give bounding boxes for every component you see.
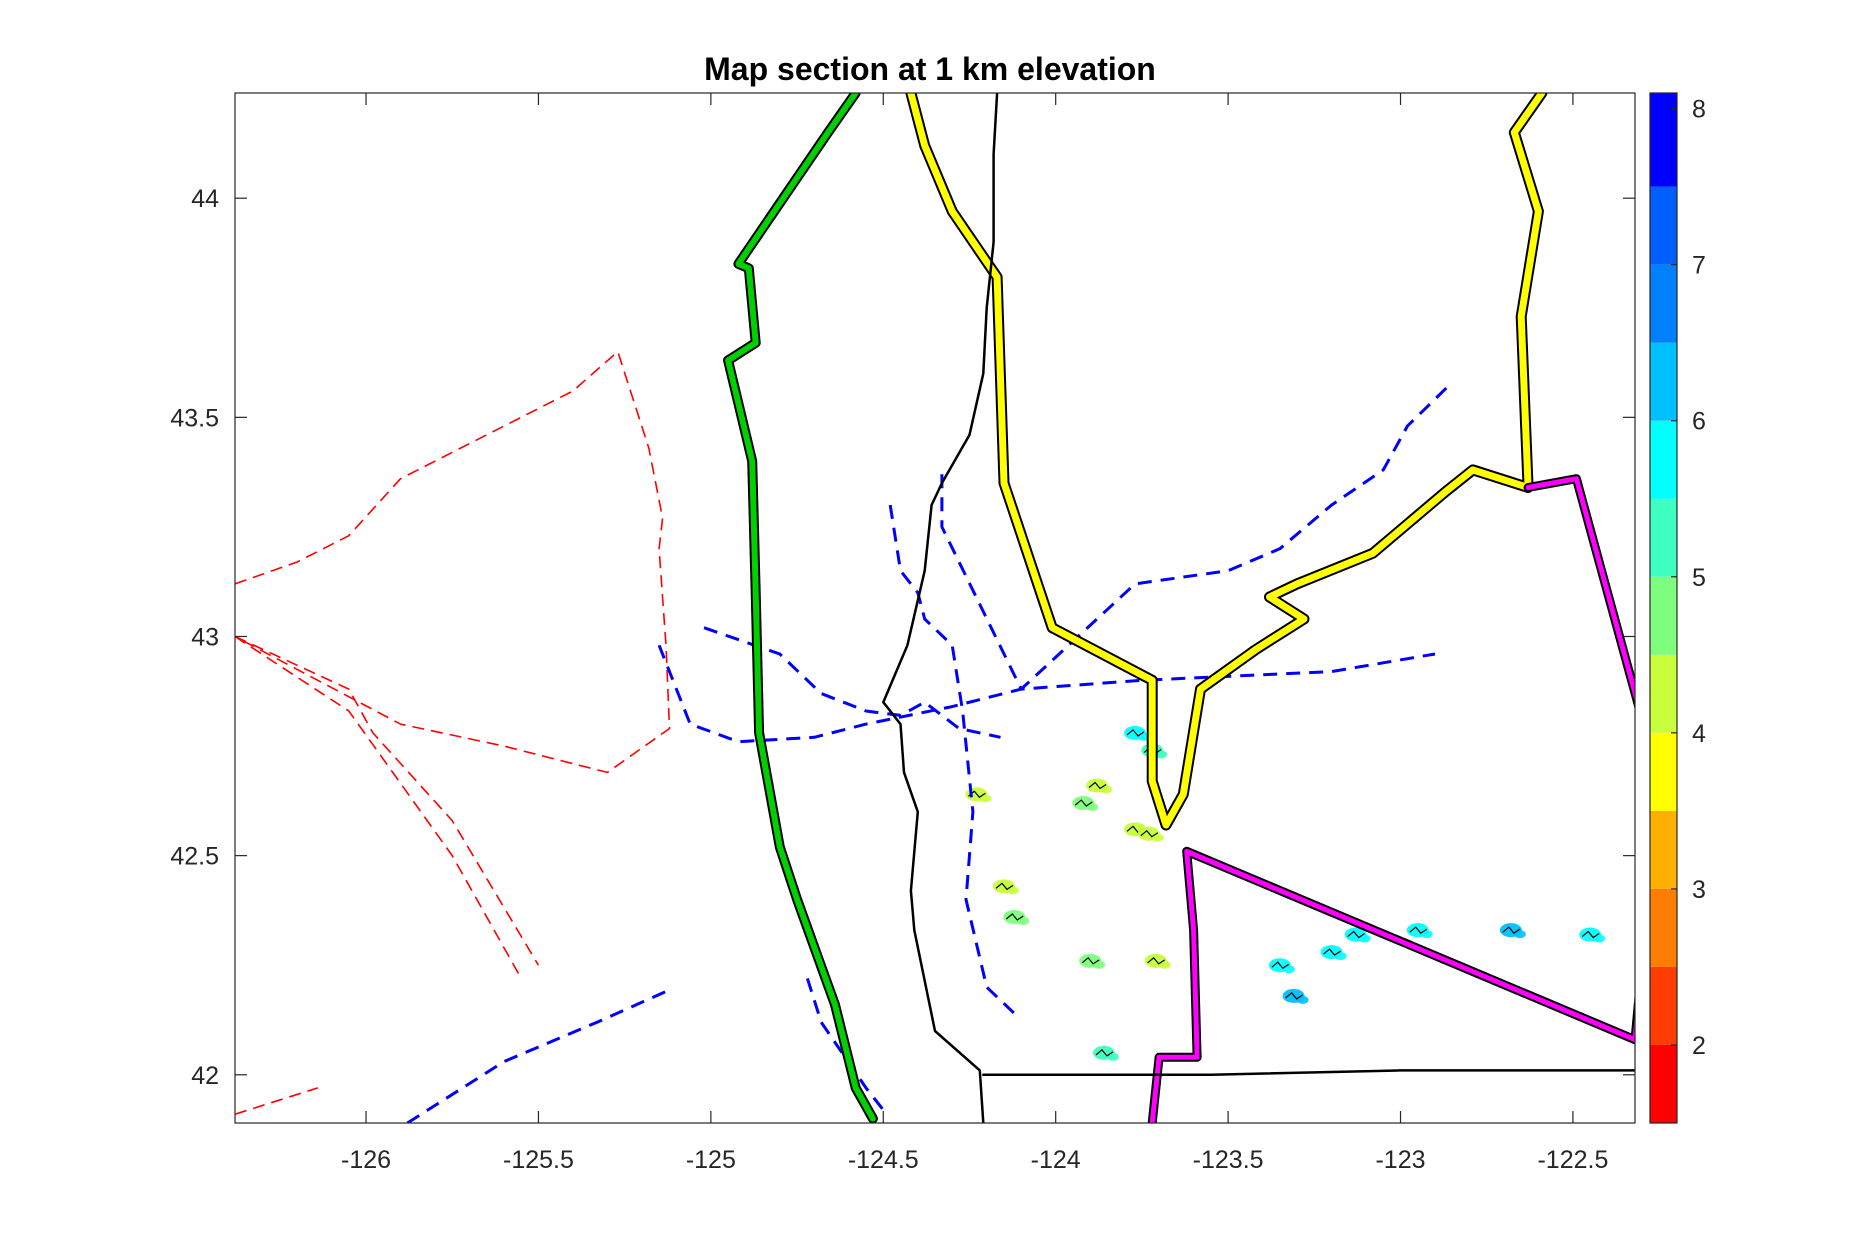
colorbar-band (1650, 420, 1677, 499)
y-tick-label: 42.5 (170, 843, 219, 871)
map-title: Map section at 1 km elevation (704, 51, 1156, 87)
map-content (235, 93, 1635, 1123)
red-dashed (235, 350, 671, 774)
velocity-patch (1344, 927, 1371, 943)
velocity-patch (1499, 923, 1526, 939)
axes-box (234, 92, 1636, 1124)
velocity-patch (1282, 988, 1309, 1004)
blue-dashed-5 (406, 990, 667, 1123)
y-tick-label: 43.5 (170, 404, 219, 432)
colorbar-band (1650, 732, 1677, 811)
blue-dashed-2 (703, 626, 1001, 739)
velocity-patch (1072, 796, 1099, 812)
velocity-patch (1137, 826, 1164, 842)
velocity-patch (1144, 953, 1171, 969)
velocity-patch (1124, 725, 1150, 741)
x-tick-label: -123 (1375, 1146, 1425, 1174)
velocity-patch (1003, 910, 1030, 925)
velocity-patch (1579, 927, 1606, 943)
black-line-2 (982, 1069, 1635, 1077)
blue-dashed-6 (805, 977, 885, 1111)
x-tick-label: -122.5 (1537, 1146, 1608, 1174)
colorbar-band (1650, 576, 1677, 655)
x-tick-label: -124 (1031, 1146, 1081, 1174)
yellow-line (905, 93, 1548, 831)
velocity-patches (965, 725, 1606, 1061)
y-tick-label: 44 (191, 185, 219, 213)
colorbar-tick-label: 6 (1692, 408, 1706, 436)
colorbar-tick-label: 2 (1692, 1032, 1706, 1060)
colorbar-band (1650, 342, 1677, 421)
x-tick-label: -126 (341, 1146, 391, 1174)
black-line (882, 93, 999, 1123)
velocity-patch (992, 879, 1019, 895)
magenta-line (1147, 474, 1635, 1123)
velocity-patch (1320, 945, 1347, 961)
velocity-patch (1268, 958, 1295, 974)
colorbar-band (1650, 654, 1677, 733)
velocity-patch (1079, 953, 1106, 969)
colorbar-tick-label: 8 (1692, 96, 1706, 124)
colorbar-tick-label: 7 (1692, 252, 1706, 280)
colorbar-tick-label: 3 (1692, 876, 1706, 904)
colorbar-band (1650, 186, 1677, 265)
x-tick-label: -123.5 (1193, 1146, 1264, 1174)
colorbar-box (1649, 92, 1678, 1124)
velocity-patch (1092, 1045, 1119, 1061)
velocity-patch (1406, 923, 1433, 939)
colorbar-band (1650, 966, 1677, 1045)
x-tick-label: -125 (686, 1146, 736, 1174)
red-dashed-2 (235, 635, 540, 966)
colorbar-band (1650, 498, 1677, 577)
colorbar-tick-label: 4 (1692, 720, 1706, 748)
colorbar-band (1650, 93, 1677, 187)
colorbar-band (1650, 810, 1677, 889)
colorbar-band (1650, 264, 1677, 343)
colorbar-tick-label: 5 (1692, 564, 1706, 592)
colorbar: 2 3 4 5 6 7 8 (1649, 92, 1706, 1124)
red-dashed-3 (235, 635, 522, 979)
green-line (723, 93, 878, 1123)
velocity-patch (1086, 778, 1113, 794)
map-plot-area: -126 -125.5 -125 -124.5 -124 -123.5 -123 -122.5… (170, 92, 1636, 1174)
y-tick-label: 43 (191, 623, 219, 651)
y-tick-label: 42 (191, 1062, 219, 1090)
x-tick-label: -124.5 (848, 1146, 919, 1174)
blue-dashed-3 (888, 504, 1016, 1015)
colorbar-band (1650, 1044, 1677, 1123)
red-dashed-4 (235, 1087, 319, 1115)
colorbar-band (1650, 888, 1677, 967)
blue-dashed-4 (940, 381, 1454, 691)
blue-dashed (657, 644, 1436, 744)
x-tick-label: -125.5 (503, 1146, 574, 1174)
